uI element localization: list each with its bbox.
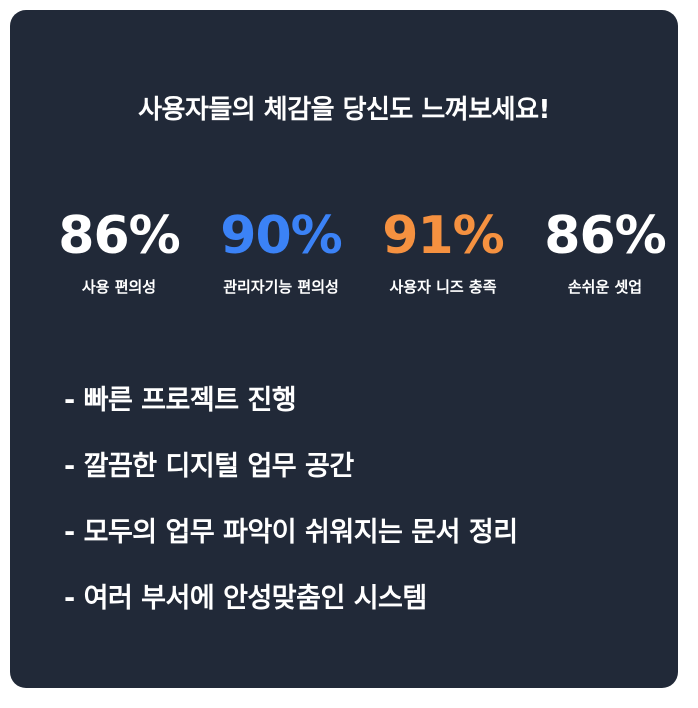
stat-label: 관리자기능 편의성	[223, 278, 339, 296]
stats-row: 86% 사용 편의성 90% 관리자기능 편의성 91% 사용자 니즈 충족 8…	[38, 205, 686, 297]
stat-easy-setup: 86% 손쉬운 셋업	[524, 205, 686, 297]
stat-value: 90%	[220, 206, 342, 266]
stat-label: 사용 편의성	[81, 278, 157, 296]
stat-label: 사용자 니즈 충족	[389, 278, 497, 296]
feature-item: - 깔끔한 디지털 업무 공간	[64, 451, 354, 482]
headline: 사용자들의 체감을 당신도 느껴보세요!	[138, 95, 550, 125]
stat-value: 86%	[544, 206, 666, 266]
stat-label: 손쉬운 셋업	[567, 278, 643, 296]
stat-usability: 86% 사용 편의성	[38, 205, 200, 297]
stat-user-needs: 91% 사용자 니즈 충족	[362, 205, 524, 297]
stat-admin-features: 90% 관리자기능 편의성	[200, 205, 362, 297]
stat-value: 91%	[382, 206, 504, 266]
stat-value: 86%	[58, 206, 180, 266]
feature-item: - 여러 부서에 안성맞춤인 시스템	[64, 583, 427, 614]
feature-item: - 빠른 프로젝트 진행	[64, 385, 297, 416]
promo-card: 사용자들의 체감을 당신도 느껴보세요! 86% 사용 편의성 90% 관리자기…	[10, 10, 678, 688]
feature-item: - 모두의 업무 파악이 쉬워지는 문서 정리	[64, 517, 518, 548]
feature-list: - 빠른 프로젝트 진행 - 깔끔한 디지털 업무 공간 - 모두의 업무 파악…	[64, 383, 518, 647]
